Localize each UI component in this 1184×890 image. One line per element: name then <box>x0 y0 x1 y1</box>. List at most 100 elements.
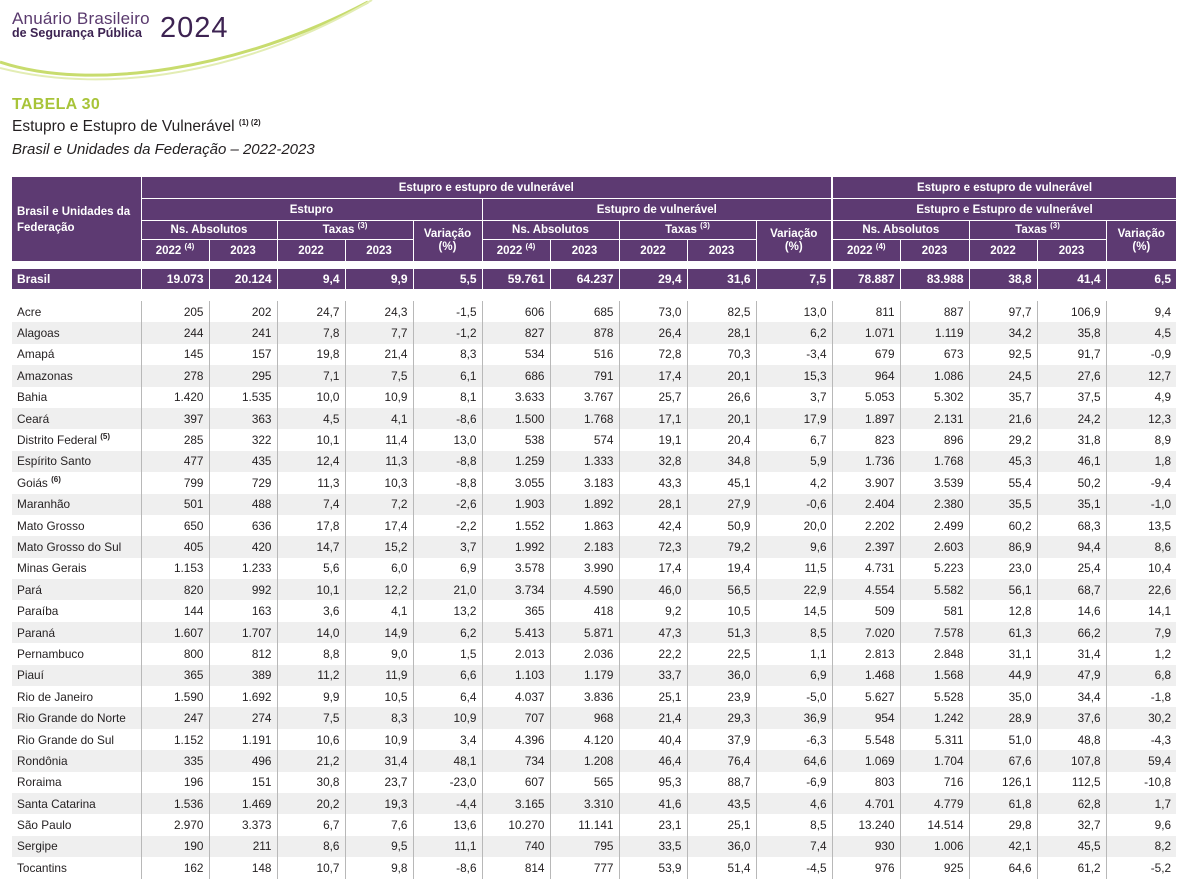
table-cell: 3.165 <box>481 792 550 815</box>
table-cell: 48,8 <box>1036 728 1107 751</box>
header-abs: Ns. Absolutos <box>831 220 970 240</box>
table-cell: 29,2 <box>968 429 1038 451</box>
table-cell: 1.704 <box>899 750 970 772</box>
table-cell: 95,3 <box>618 771 687 793</box>
header-taxas: Taxas (3) <box>618 220 756 240</box>
header-year: 2023 <box>899 239 970 262</box>
table-cell: -9,4 <box>1105 472 1177 494</box>
table-row: Roraima 196 151 30,8 23,7 -23,0 607 565 95,3 88,7… <box>12 771 1177 793</box>
table-cell: 19.073 <box>140 269 209 289</box>
table-cell: 7,4 <box>755 835 833 858</box>
header-taxas: Taxas (3) <box>276 220 413 240</box>
table-cell: 62,8 <box>1036 792 1107 815</box>
header-total: Estupro e Estupro de vulnerável <box>831 198 1177 221</box>
table-cell: 126,1 <box>968 771 1038 793</box>
table-cell: 1.692 <box>208 686 277 708</box>
table-cell: 31,1 <box>968 643 1038 665</box>
table-cell: 42,4 <box>618 514 687 537</box>
table-cell: 777 <box>549 857 619 879</box>
table-cell: 2.499 <box>899 514 970 537</box>
table-cell: 14,5 <box>755 600 833 622</box>
table-cell: 72,8 <box>618 343 687 366</box>
table-cell: 509 <box>831 600 901 622</box>
table-cell: 4,5 <box>276 407 345 430</box>
table-cell: 21,0 <box>412 579 482 601</box>
table-row: Rio Grande do Norte 247 274 7,5 8,3 10,9 707 96… <box>12 707 1177 729</box>
table-cell: 435 <box>208 450 277 473</box>
table-cell: 202 <box>208 301 277 323</box>
table-cell: 6,5 <box>1105 269 1177 289</box>
table-cell: 650 <box>140 514 209 537</box>
state-name: Minas Gerais <box>12 557 141 580</box>
table-cell: 4.396 <box>481 728 550 751</box>
table-cell: 477 <box>140 450 209 473</box>
header-group-b: Estupro e estupro de vulnerável <box>831 177 1177 199</box>
table-cell: 3.907 <box>831 472 901 494</box>
table-cell: 19,1 <box>618 429 687 451</box>
table-cell: 12,8 <box>968 600 1038 622</box>
table-cell: 5.413 <box>481 621 550 644</box>
table-row: Paraíba 144 163 3,6 4,1 13,2 365 418 9,2 10,5 14,5… <box>12 600 1177 622</box>
table-cell: 38,8 <box>968 269 1038 289</box>
brasil-total-row: Brasil 19.073 20.124 9,4 9,9 5,5 59.761 … <box>12 269 1177 289</box>
table-cell: 92,5 <box>968 343 1038 366</box>
table-cell: 59.761 <box>481 269 550 289</box>
header-year: 2023 <box>1036 239 1107 262</box>
table-cell: -8,8 <box>412 450 482 473</box>
table-cell: 27,6 <box>1036 365 1107 387</box>
state-name: Pernambuco <box>12 643 141 665</box>
table-cell: 5.053 <box>831 386 901 408</box>
table-cell: 22,2 <box>618 643 687 665</box>
table-row: Rondônia 335 496 21,2 31,4 48,1 734 1.208 46,4 76… <box>12 750 1177 772</box>
table-cell: 91,7 <box>1036 343 1107 366</box>
table-cell: 9,0 <box>344 643 413 665</box>
table-cell: -4,4 <box>412 792 482 815</box>
table-row: Mato Grosso 650 636 17,8 17,4 -2,2 1.552 1.863 4… <box>12 514 1177 537</box>
table-cell: 22,5 <box>686 643 756 665</box>
table-cell: 1.179 <box>549 664 619 687</box>
table-cell: 25,1 <box>686 814 756 836</box>
table-cell: 94,4 <box>1036 536 1107 558</box>
table-row: Paraná 1.607 1.707 14,0 14,9 6,2 5.413 5.871 47,… <box>12 621 1177 644</box>
table-cell: 5.548 <box>831 728 901 751</box>
table-cell: 10,5 <box>344 686 413 708</box>
table-cell: 1.535 <box>208 386 277 408</box>
table-cell: 679 <box>831 343 901 366</box>
table-cell: 1,7 <box>1105 792 1177 815</box>
table-cell: 11,5 <box>755 557 833 580</box>
table-cell: 19,3 <box>344 792 413 815</box>
table-cell: 97,7 <box>968 301 1038 323</box>
table-cell: 964 <box>831 365 901 387</box>
table-cell: 144 <box>140 600 209 622</box>
table-cell: 827 <box>481 322 550 344</box>
state-name: Ceará <box>12 407 141 430</box>
table-cell: 45,3 <box>968 450 1038 473</box>
table-cell: 43,3 <box>618 472 687 494</box>
table-cell: 1.892 <box>549 493 619 515</box>
table-cell: 4,5 <box>1105 322 1177 344</box>
table-cell: 32,8 <box>618 450 687 473</box>
state-name: Piauí <box>12 664 141 687</box>
header-variacao: Variação (%) <box>1105 220 1177 262</box>
table-cell: 6,4 <box>412 686 482 708</box>
table-cell: 112,5 <box>1036 771 1107 793</box>
table-cell: 4.120 <box>549 728 619 751</box>
table-cell: 20.124 <box>208 269 277 289</box>
table-cell: 5.528 <box>899 686 970 708</box>
table-cell: 11.141 <box>549 814 619 836</box>
table-cell: 47,9 <box>1036 664 1107 687</box>
table-cell: 79,2 <box>686 536 756 558</box>
table-cell: 21,6 <box>968 407 1038 430</box>
table-cell: 405 <box>140 536 209 558</box>
table-cell: 205 <box>140 301 209 323</box>
table-cell: 1.006 <box>899 835 970 858</box>
table-cell: 78.887 <box>831 269 901 289</box>
table-cell: 41,4 <box>1036 269 1107 289</box>
table-cell: 574 <box>549 429 619 451</box>
table-row: São Paulo 2.970 3.373 6,7 7,6 13,6 10.270 11.14… <box>12 814 1177 836</box>
table-cell: 46,1 <box>1036 450 1107 473</box>
table-cell: 365 <box>481 600 550 622</box>
table-cell: 2.404 <box>831 493 901 515</box>
table-cell: 6,7 <box>276 814 345 836</box>
table-cell: 33,7 <box>618 664 687 687</box>
